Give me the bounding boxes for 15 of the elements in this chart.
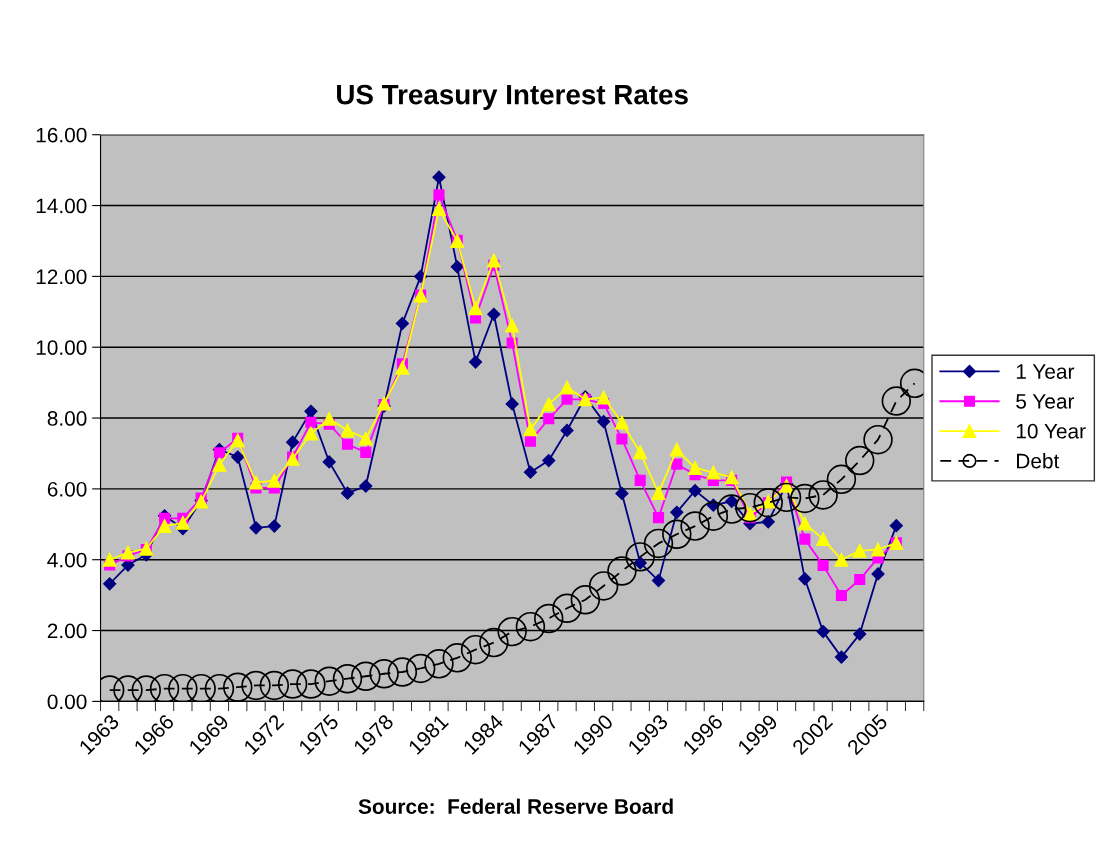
legend-label: 5 Year bbox=[1016, 394, 1075, 409]
source-note: Source: Federal Reserve Board bbox=[358, 798, 673, 814]
chart-title: US Treasury Interest Rates bbox=[337, 84, 688, 110]
y-tick-label: 10.00 bbox=[36, 340, 87, 355]
y-tick-label: 16.00 bbox=[36, 127, 87, 143]
y-tick-label: 4.00 bbox=[47, 552, 87, 568]
legend-label: 1 Year bbox=[1016, 364, 1075, 379]
y-tick-label: 8.00 bbox=[47, 411, 87, 426]
y-tick-label: 12.00 bbox=[36, 269, 87, 285]
legend-label: Debt bbox=[1017, 453, 1060, 469]
y-tick-label: 6.00 bbox=[47, 481, 87, 497]
y-tick-label: 2.00 bbox=[47, 623, 87, 639]
y-tick-label: 14.00 bbox=[36, 198, 87, 214]
legend-label: 10 Year bbox=[1016, 423, 1086, 439]
y-tick-label: 0.00 bbox=[47, 694, 87, 710]
